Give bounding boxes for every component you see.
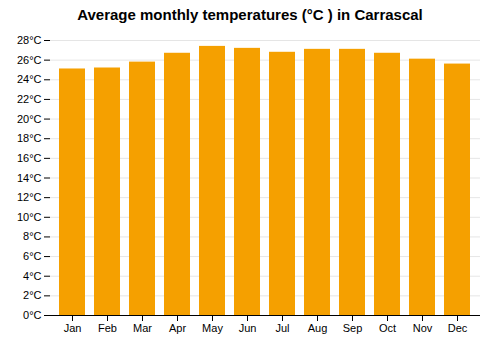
svg-text:16°C: 16°C: [17, 152, 42, 164]
svg-text:4°C: 4°C: [23, 270, 42, 282]
svg-text:22°C: 22°C: [17, 93, 42, 105]
svg-text:20°C: 20°C: [17, 113, 42, 125]
svg-text:8°C: 8°C: [23, 230, 42, 242]
svg-text:Jul: Jul: [275, 322, 289, 334]
svg-text:0°C: 0°C: [23, 309, 42, 321]
svg-text:Nov: Nov: [413, 322, 433, 334]
svg-text:6°C: 6°C: [23, 250, 42, 262]
svg-text:Jan: Jan: [64, 322, 82, 334]
svg-text:12°C: 12°C: [17, 191, 42, 203]
svg-text:Aug: Aug: [308, 322, 328, 334]
svg-text:28°C: 28°C: [17, 34, 42, 46]
svg-text:May: May: [202, 322, 223, 334]
svg-text:14°C: 14°C: [17, 172, 42, 184]
svg-text:Sep: Sep: [343, 322, 363, 334]
svg-text:18°C: 18°C: [17, 132, 42, 144]
svg-text:Feb: Feb: [98, 322, 117, 334]
svg-text:Dec: Dec: [448, 322, 468, 334]
svg-text:26°C: 26°C: [17, 54, 42, 66]
html-text:Average monthly temperatures (: Average monthly temperatures (°C ) in Ca…: [77, 6, 423, 23]
svg-text:10°C: 10°C: [17, 211, 42, 223]
svg-text:Apr: Apr: [169, 322, 186, 334]
svg-text:Jun: Jun: [239, 322, 257, 334]
svg-text:2°C: 2°C: [23, 289, 42, 301]
svg-text:24°C: 24°C: [17, 73, 42, 85]
svg-text:Mar: Mar: [133, 322, 152, 334]
svg-text:Oct: Oct: [379, 322, 396, 334]
